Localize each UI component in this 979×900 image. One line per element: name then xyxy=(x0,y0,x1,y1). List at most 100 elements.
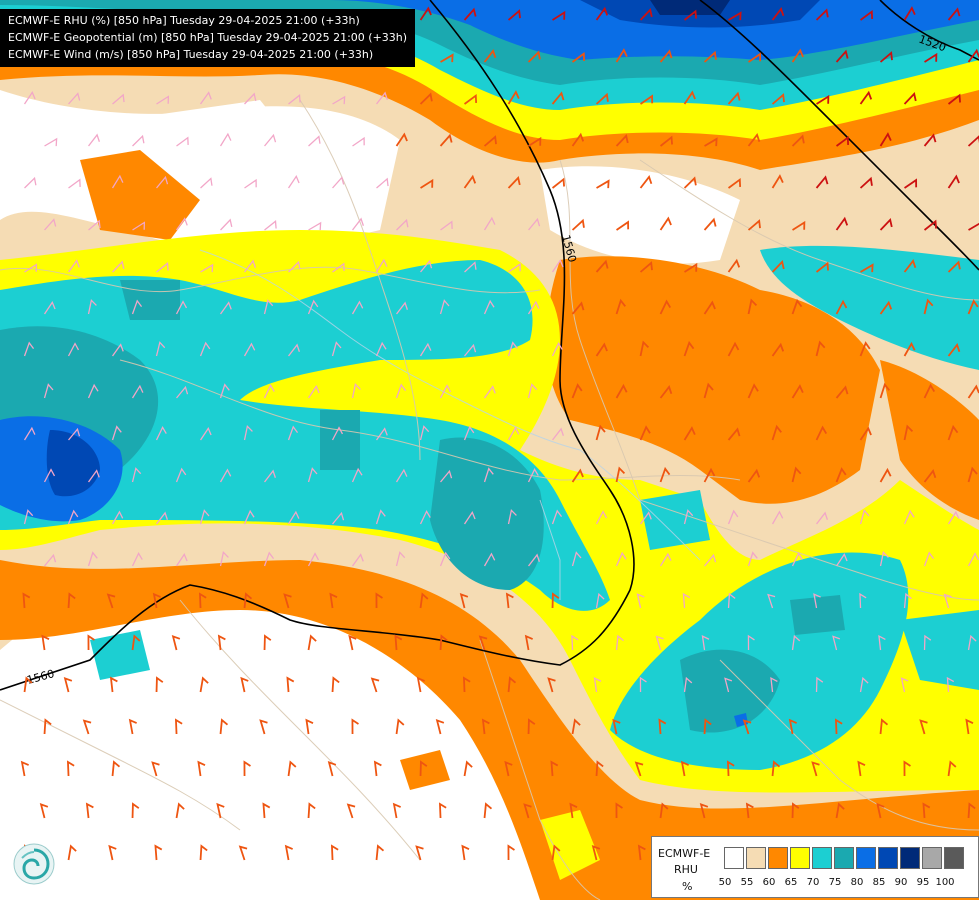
wind-barb xyxy=(219,718,229,735)
wind-barb xyxy=(131,467,142,483)
wind-barb xyxy=(791,802,800,819)
wind-barb xyxy=(106,593,116,609)
wind-barb xyxy=(307,552,320,567)
wind-barb xyxy=(639,340,650,357)
wind-barb xyxy=(68,178,81,189)
wind-barb xyxy=(461,844,470,861)
wind-barb xyxy=(43,718,52,735)
wind-barb xyxy=(507,844,515,861)
wind-barb xyxy=(507,176,521,189)
wind-barb xyxy=(155,426,167,441)
wind-barb xyxy=(747,298,758,315)
wind-barb xyxy=(859,676,869,693)
wind-barb xyxy=(727,509,739,525)
wind-barb xyxy=(904,178,918,189)
wind-barb xyxy=(67,342,80,357)
wind-barb xyxy=(287,510,300,525)
wind-barb xyxy=(263,634,272,651)
wind-barb xyxy=(659,385,673,399)
wind-barbs xyxy=(20,6,979,861)
wind-barb xyxy=(82,719,92,735)
legend-swatch xyxy=(856,847,876,869)
wind-barb xyxy=(505,592,514,609)
wind-barb xyxy=(439,299,450,315)
wind-barb xyxy=(683,176,697,189)
wind-barb xyxy=(791,48,804,63)
wind-barb xyxy=(659,135,673,147)
wind-barb xyxy=(331,676,340,693)
wind-barb xyxy=(947,760,957,777)
wind-barb xyxy=(288,94,301,105)
wind-barb xyxy=(330,844,339,861)
legend-ticks: 50 55 60 65 70 75 80 85 90 95 100 xyxy=(719,877,974,891)
wind-barb xyxy=(659,552,672,567)
wind-barb xyxy=(243,592,253,609)
wind-barb xyxy=(552,10,566,21)
wind-barb xyxy=(175,467,187,483)
wind-barb xyxy=(742,719,752,735)
wind-barb xyxy=(156,95,170,105)
wind-barb xyxy=(615,298,626,315)
wind-barb xyxy=(419,510,431,525)
wind-barb xyxy=(175,802,185,819)
wind-barb xyxy=(263,299,274,315)
wind-barb xyxy=(24,176,37,189)
wind-barb xyxy=(238,845,248,861)
wind-barb xyxy=(329,592,338,609)
wind-barb xyxy=(924,52,938,63)
wind-barb xyxy=(683,340,695,357)
wind-barb xyxy=(87,383,99,399)
wind-barb xyxy=(947,510,960,525)
wind-barb xyxy=(771,260,785,273)
wind-barb xyxy=(859,9,874,21)
wind-barb xyxy=(420,259,433,273)
wind-barb xyxy=(220,218,233,231)
wind-barb xyxy=(923,634,932,651)
wind-barb xyxy=(370,677,380,693)
wind-barb xyxy=(132,134,145,147)
map-title-box: ECMWF-E RHU (%) [850 hPa] Tuesday 29-04-… xyxy=(0,9,416,67)
wind-barb xyxy=(903,592,912,609)
wind-barb xyxy=(23,426,36,441)
wind-barb xyxy=(351,467,363,483)
wind-barb xyxy=(701,635,710,651)
wind-barb xyxy=(683,90,696,105)
wind-barb xyxy=(200,177,213,189)
wind-barb xyxy=(747,219,761,231)
wind-barb xyxy=(131,299,143,315)
wind-barb xyxy=(703,382,714,399)
wind-barb xyxy=(463,174,477,189)
wind-barb xyxy=(879,300,893,315)
wind-barb xyxy=(308,135,321,147)
wind-barb xyxy=(87,469,100,483)
wind-barb xyxy=(703,50,717,63)
wind-barb xyxy=(156,511,168,525)
wind-barb xyxy=(528,553,540,567)
wind-barb xyxy=(923,219,937,231)
wind-barb xyxy=(109,676,118,693)
wind-barb xyxy=(771,174,784,189)
wind-barb xyxy=(947,343,961,357)
wind-barb xyxy=(352,136,365,147)
wind-barb xyxy=(112,260,125,273)
wind-barb xyxy=(659,216,672,231)
wind-barb xyxy=(832,635,841,651)
wind-barb xyxy=(703,467,716,483)
wind-barb xyxy=(111,425,122,441)
wind-barb xyxy=(199,91,212,105)
wind-barb xyxy=(463,93,478,105)
wind-barb xyxy=(307,634,317,651)
wind-barb xyxy=(527,383,538,399)
wind-barb xyxy=(483,802,493,819)
wind-barb xyxy=(748,52,762,63)
wind-barb xyxy=(551,509,563,525)
wind-barb xyxy=(327,761,337,777)
wind-barb xyxy=(595,510,608,525)
wind-barb xyxy=(463,760,473,777)
wind-barb xyxy=(727,341,740,357)
wind-barb xyxy=(263,384,275,399)
wind-barb xyxy=(504,760,513,777)
wind-barb xyxy=(591,845,601,861)
wind-barb xyxy=(684,262,698,273)
wind-barb xyxy=(595,92,609,105)
